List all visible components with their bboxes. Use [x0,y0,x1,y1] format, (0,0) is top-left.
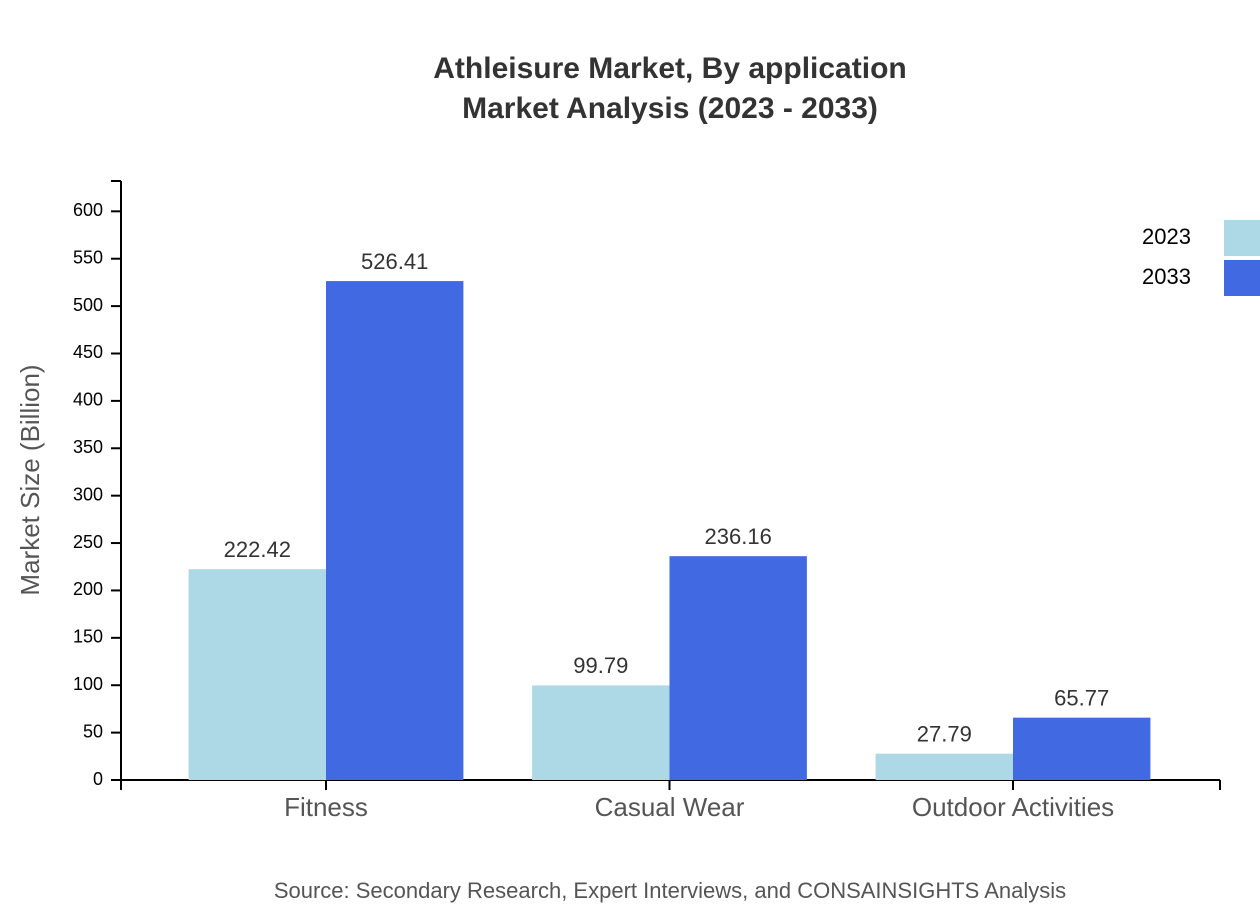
chart-title: Athleisure Market, By application [433,52,906,85]
y-tick-label: 100 [73,674,103,694]
value-label: 27.79 [917,721,972,746]
y-tick-label: 50 [83,721,103,741]
y-tick-label: 200 [73,579,103,599]
legend-label: 2033 [1142,264,1191,289]
y-tick-label: 250 [73,532,103,552]
y-tick-label: 0 [93,769,103,789]
y-tick-label: 550 [73,247,103,267]
value-label: 526.41 [361,249,428,274]
x-tick-label: Fitness [284,792,368,822]
y-tick-label: 350 [73,437,103,457]
x-tick-label: Outdoor Activities [912,792,1114,822]
y-tick-label: 150 [73,627,103,647]
y-tick-label: 600 [73,200,103,220]
bar [1013,717,1151,780]
bar [532,685,670,780]
y-tick-label: 500 [73,295,103,315]
bar [188,569,326,780]
bar [326,281,464,780]
value-label: 236.16 [705,524,772,549]
source-note: Source: Secondary Research, Expert Inter… [274,878,1066,903]
bar [875,753,1013,780]
legend-swatch [1224,260,1260,296]
y-tick-label: 300 [73,484,103,504]
chart-subtitle: Market Analysis (2023 - 2033) [462,92,878,125]
value-label: 99.79 [573,653,628,678]
legend-label: 2023 [1142,224,1191,249]
y-axis-label: Market Size (Billion) [15,364,45,595]
y-tick-label: 400 [73,390,103,410]
bar [669,556,807,780]
y-tick-label: 450 [73,342,103,362]
value-label: 222.42 [224,537,291,562]
x-tick-label: Casual Wear [595,792,745,822]
legend-swatch [1224,220,1260,256]
value-label: 65.77 [1054,685,1109,710]
